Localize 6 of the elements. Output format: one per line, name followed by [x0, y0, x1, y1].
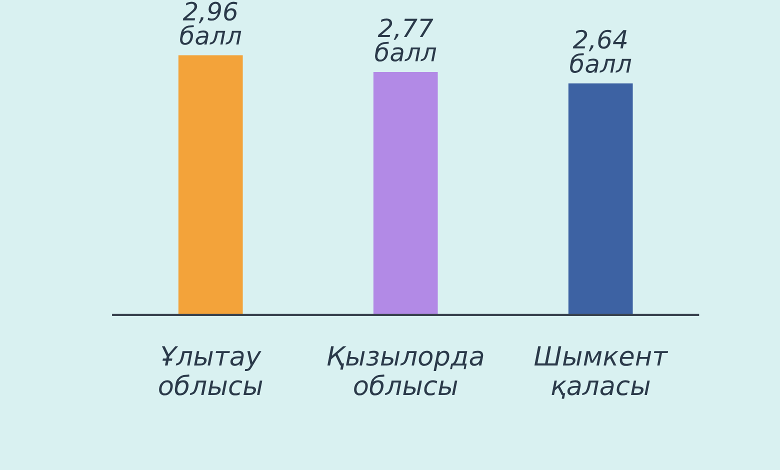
x-tick-label: Шымкент қаласы [534, 346, 668, 399]
x-tick-label: Қызылорда облысы [327, 346, 484, 396]
data-label: 2,77 балл [375, 18, 436, 62]
x-tick-label: Ұлытау облысы [159, 346, 262, 396]
data-label: 2,64 балл [570, 30, 632, 73]
data-label: 2,96 балл [180, 2, 242, 45]
